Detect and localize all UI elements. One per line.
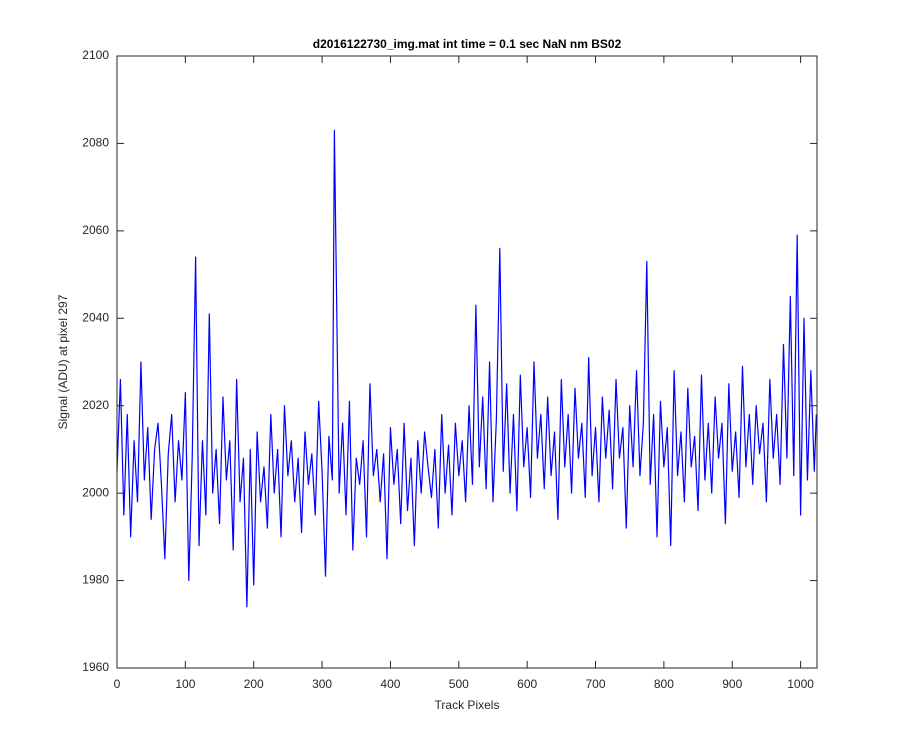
x-tick-label: 1000 [787, 677, 814, 691]
y-tick-label: 1980 [82, 573, 109, 587]
x-tick-label: 400 [380, 677, 400, 691]
x-tick-label: 900 [722, 677, 742, 691]
x-tick-label: 300 [312, 677, 332, 691]
data-line [116, 129, 817, 608]
y-tick-label: 2100 [82, 48, 109, 62]
plot-frame [116, 55, 818, 669]
x-tick-label: 100 [175, 677, 195, 691]
y-tick-label: 2040 [82, 310, 109, 324]
y-tick-label: 2080 [82, 136, 109, 150]
y-tick-label: 2060 [82, 223, 109, 237]
x-tick-label: 0 [114, 677, 121, 691]
y-tick-label: 2020 [82, 398, 109, 412]
x-axis-label: Track Pixels [435, 698, 500, 712]
x-tick-label: 800 [654, 677, 674, 691]
chart-title: d2016122730_img.mat int time = 0.1 sec N… [313, 37, 622, 51]
y-axis-label: Signal (ADU) at pixel 297 [56, 294, 70, 429]
x-tick-label: 600 [517, 677, 537, 691]
y-tick-label: 1960 [82, 660, 109, 674]
x-tick-label: 700 [586, 677, 606, 691]
x-tick-label: 500 [449, 677, 469, 691]
x-tick-label: 200 [244, 677, 264, 691]
y-tick-label: 2000 [82, 485, 109, 499]
